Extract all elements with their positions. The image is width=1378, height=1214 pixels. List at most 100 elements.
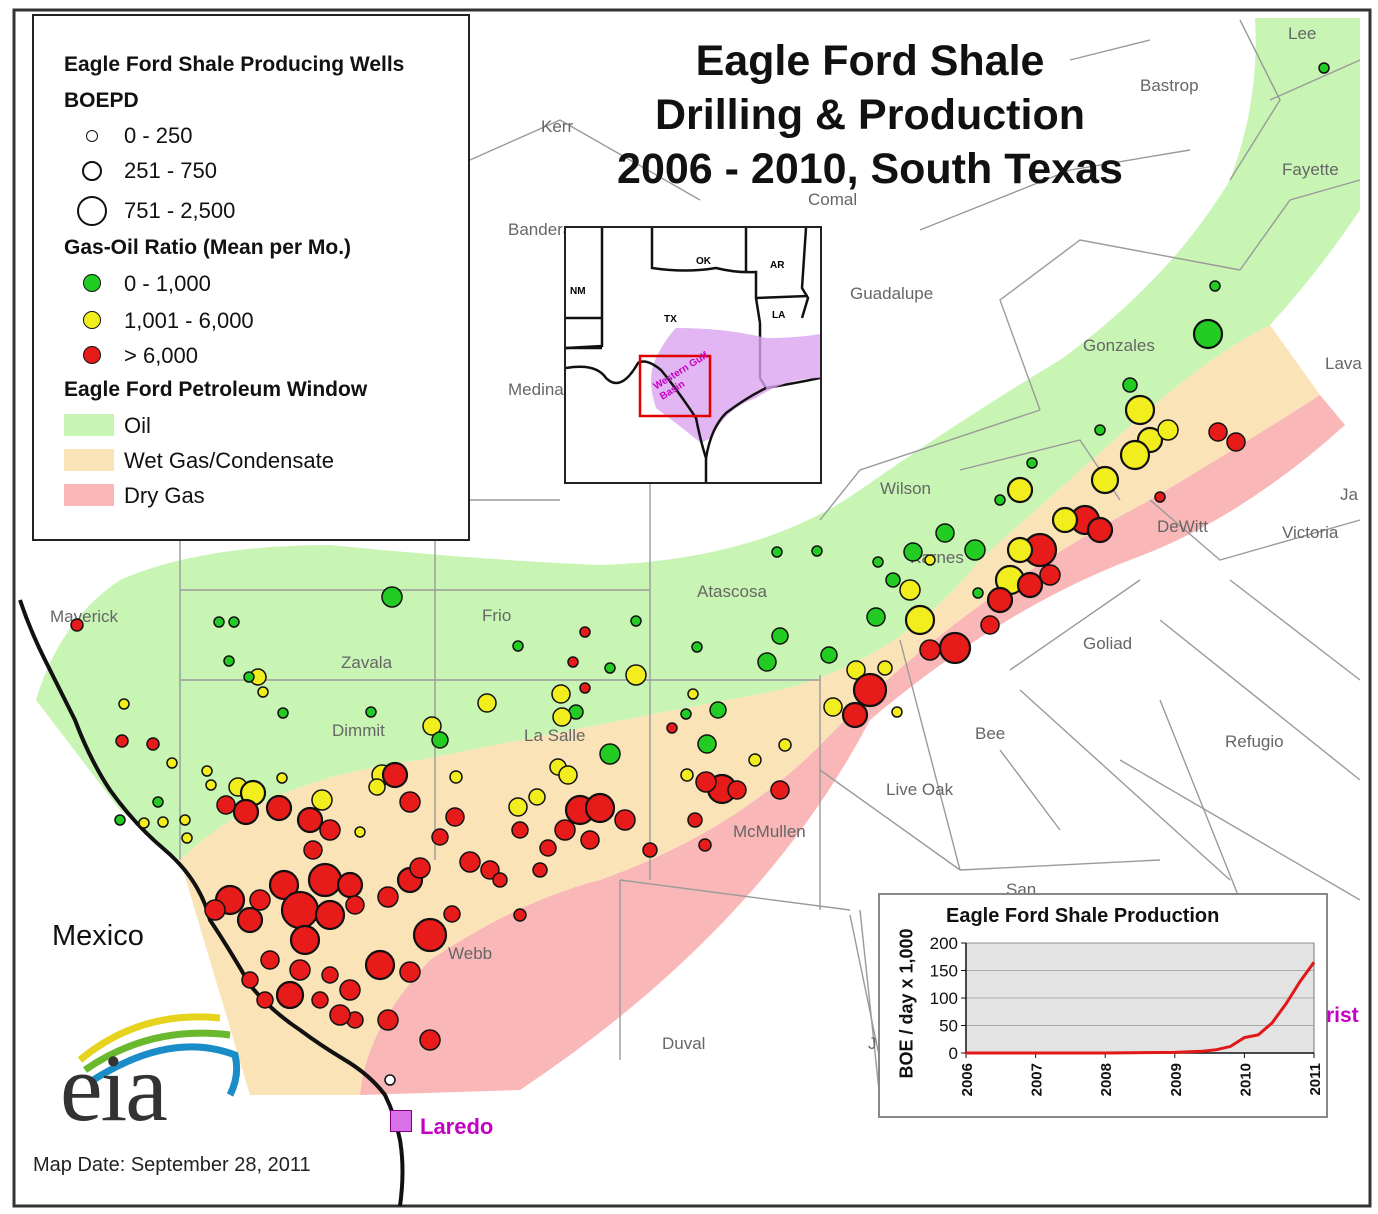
map-date: Map Date: September 28, 2011	[33, 1154, 311, 1176]
well-symbol	[1026, 457, 1038, 469]
well-symbol	[1192, 318, 1224, 350]
county-label-liveoak: Live Oak	[886, 780, 954, 799]
county-label-medina: Medina	[508, 380, 564, 399]
county-label-dimmit: Dimmit	[332, 721, 385, 740]
chart-y-tick-label: 150	[930, 962, 958, 981]
well-symbol	[1208, 422, 1228, 442]
well-symbol	[552, 707, 572, 727]
well-symbol	[257, 686, 269, 698]
inset-label-nm: NM	[570, 286, 586, 297]
well-symbol	[666, 722, 678, 734]
county-label-victoria: Victoria	[1282, 523, 1339, 542]
well-symbol	[580, 830, 600, 850]
county-label-duval: Duval	[662, 1034, 706, 1053]
well-symbol	[757, 652, 777, 672]
well-symbol	[275, 980, 305, 1010]
well-symbol	[687, 812, 703, 828]
well-symbol	[771, 627, 789, 645]
chart-x-tick-label: 2010	[1237, 1063, 1254, 1096]
well-symbol	[866, 607, 886, 627]
label-laredo: Laredo	[420, 1114, 494, 1139]
well-symbol	[852, 672, 888, 708]
legend-heading-boepd: BOEPD	[64, 89, 139, 112]
well-symbol	[228, 616, 240, 628]
well-symbol	[904, 604, 936, 636]
well-symbol	[770, 780, 790, 800]
county-label-frio: Frio	[482, 606, 512, 625]
well-symbol	[431, 828, 449, 846]
well-symbol	[551, 684, 571, 704]
county-label-atascosa: Atascosa	[697, 582, 767, 601]
well-symbol	[584, 792, 616, 824]
well-symbol	[512, 640, 524, 652]
well-symbol	[166, 757, 178, 769]
chart-x-tick-label: 2006	[959, 1063, 976, 1096]
well-symbol	[321, 966, 339, 984]
well-symbol	[558, 765, 578, 785]
well-symbol	[625, 664, 647, 686]
well-symbol	[579, 626, 591, 638]
window-oil-label: Oil	[124, 413, 151, 438]
well-symbol	[365, 706, 377, 718]
window-drygas-swatch	[64, 484, 114, 506]
inset-label-tx: TX	[664, 314, 677, 325]
production-chart: Eagle Ford Shale Production BOE / day x …	[878, 893, 1328, 1118]
well-symbol	[265, 794, 293, 822]
well-symbol	[1039, 564, 1061, 586]
well-symbol	[399, 791, 421, 813]
inset-coast	[704, 386, 767, 459]
well-symbol	[377, 1009, 399, 1031]
window-wetgas-swatch	[64, 449, 114, 471]
well-symbol	[972, 587, 984, 599]
well-symbol	[114, 814, 126, 826]
well-symbol	[311, 789, 333, 811]
well-symbol	[431, 731, 449, 749]
chart-x-tick-label: 2011	[1307, 1063, 1324, 1096]
well-symbol	[296, 806, 324, 834]
well-symbol	[138, 817, 150, 829]
title-line-2: Drilling & Production	[655, 91, 1085, 139]
well-symbol	[1226, 432, 1246, 452]
well-symbol	[216, 795, 236, 815]
well-symbol	[891, 706, 903, 718]
well-symbol	[680, 708, 692, 720]
well-symbol	[223, 655, 235, 667]
oil-window	[36, 18, 1360, 860]
well-symbol	[314, 899, 346, 931]
well-symbol	[697, 734, 717, 754]
chart-x-tick-label: 2009	[1168, 1063, 1185, 1096]
well-symbol	[846, 660, 866, 680]
well-symbol	[118, 698, 130, 710]
well-symbol	[642, 842, 658, 858]
well-symbol	[691, 641, 703, 653]
well-symbol	[260, 950, 280, 970]
eia-logo: eia	[60, 1034, 168, 1141]
legend-heading-wells: Eagle Ford Shale Producing Wells	[64, 53, 405, 76]
chart-x-tick-label: 2007	[1029, 1063, 1046, 1096]
well-symbol	[924, 554, 936, 566]
well-symbol	[345, 895, 365, 915]
chart-y-tick-label: 50	[939, 1017, 958, 1036]
county-label-karnes: Karnes	[910, 548, 964, 567]
well-symbol	[419, 1029, 441, 1051]
label-corpus-partial: rist	[1326, 1004, 1359, 1027]
well-symbol	[1086, 516, 1114, 544]
well-symbol	[1006, 476, 1034, 504]
gor-high-symbol	[83, 346, 101, 364]
well-symbol	[443, 905, 461, 923]
well-symbol	[1122, 377, 1138, 393]
gor-low-symbol	[83, 274, 101, 292]
inset-rio-grande	[566, 360, 708, 482]
county-label-comal: Comal	[808, 190, 858, 209]
well-symbol	[1119, 439, 1151, 471]
boepd-small-symbol	[86, 130, 98, 142]
laredo-marker-icon	[390, 1110, 412, 1132]
well-symbol	[877, 660, 893, 676]
well-symbol	[201, 765, 213, 777]
well-symbol	[513, 908, 527, 922]
well-symbol	[381, 586, 403, 608]
well-symbol	[935, 523, 955, 543]
well-symbol	[841, 701, 869, 729]
title-line-3: 2006 - 2010, South Texas	[617, 145, 1123, 193]
well-symbol	[1051, 506, 1079, 534]
